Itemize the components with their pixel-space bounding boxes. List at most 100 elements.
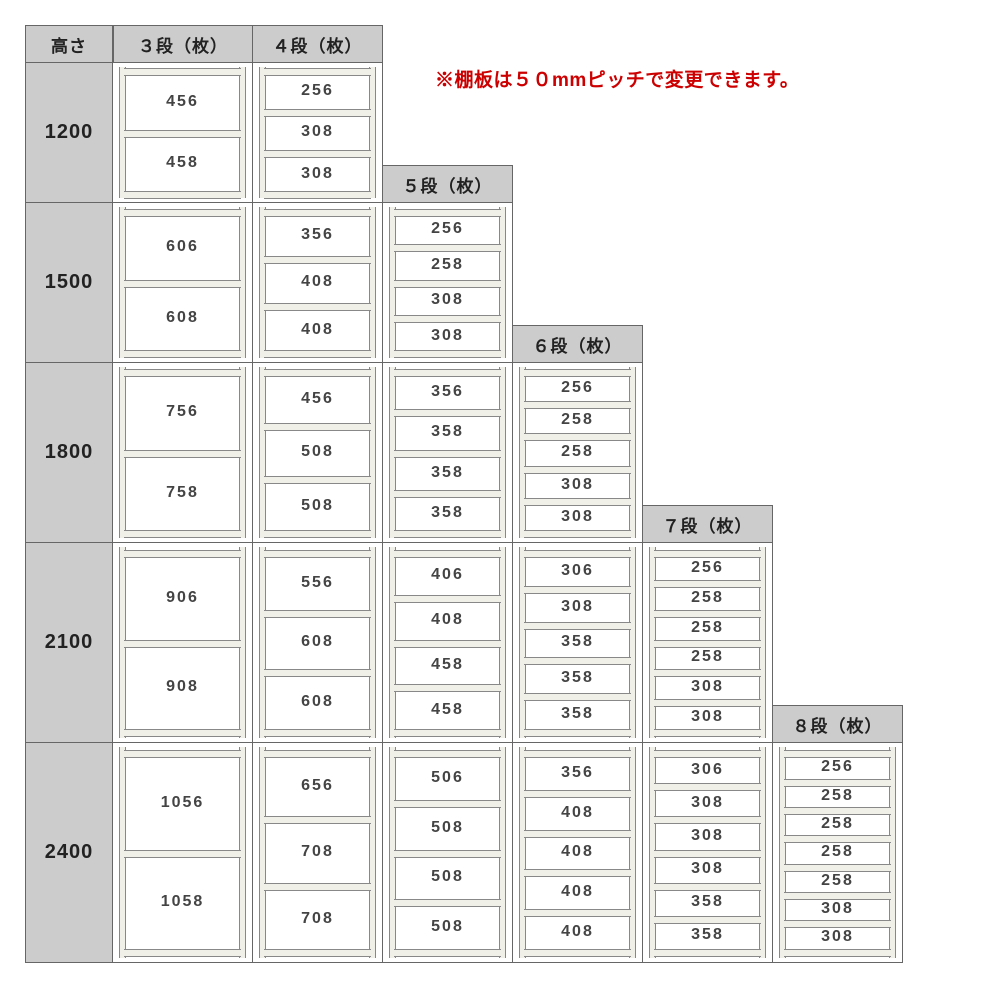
shelf-gap-value: 608 [264,613,371,673]
shelf-gap-value: 258 [784,867,891,895]
shelf-gap-value: 758 [124,453,241,533]
height-value: 2100 [25,543,113,743]
shelf-gap-value: 906 [124,553,241,643]
shelf-diagram: 406408458458 [389,547,506,738]
shelf-gap-value: 456 [264,372,371,426]
shelf-gap-value: 308 [394,318,501,353]
shelf-gap-value: 358 [524,696,631,732]
shelf-gap-value: 256 [654,553,761,583]
shelf-cell: 256258258258258308308 [773,743,903,963]
shelf-cell: 756758 [113,363,253,543]
shelf-gap-value: 258 [654,643,761,673]
shelf-cell: 656708708 [253,743,383,963]
shelf-gap-value: 708 [264,886,371,952]
shelf-diagram: 10561058 [119,747,246,958]
height-header: 高さ [25,25,113,63]
shelf-gap-value: 458 [124,133,241,195]
shelf-cell: 406408458458 [383,543,513,743]
shelf-gap-value: 556 [264,553,371,613]
shelf-gap-value: 256 [264,71,371,112]
shelf-gap-value: 356 [394,372,501,412]
shelf-gap-value: 256 [784,753,891,781]
shelf-gap-value: 508 [394,803,501,853]
shelf-gap-value: 358 [394,493,501,533]
shelf-gap-value: 308 [784,923,891,951]
shelf-gap-value: 408 [264,259,371,306]
shelf-cell: 256258258308308 [513,363,643,543]
shelf-diagram: 456458 [119,67,246,198]
height-value: 2400 [25,743,113,963]
shelf-gap-value: 356 [524,753,631,793]
shelf-gap-value: 456 [124,71,241,133]
shelf-gap-value: 358 [654,919,761,952]
shelf-gap-value: 308 [524,589,631,625]
shelf-cell: 356358358358 [383,363,513,543]
shelf-gap-value: 458 [394,643,501,688]
shelf-gap-value: 508 [394,853,501,903]
shelf-cell: 556608608 [253,543,383,743]
column-header: ７段（枚） [643,505,773,543]
height-value: 1200 [25,63,113,203]
shelf-gap-value: 358 [654,886,761,919]
shelf-gap-value: 258 [784,782,891,810]
shelf-cell: 356408408408408 [513,743,643,963]
pitch-note: ※棚板は５０mmピッチで変更できます。 [435,65,799,92]
shelf-cell: 306308308308358358 [643,743,773,963]
shelf-gap-value: 908 [124,643,241,733]
shelf-gap-value: 408 [394,598,501,643]
shelf-gap-value: 408 [264,306,371,353]
shelf-cell: 456508508 [253,363,383,543]
shelf-gap-value: 756 [124,372,241,452]
shelf-cell: 506508508508 [383,743,513,963]
shelf-diagram: 506508508508 [389,747,506,958]
shelf-gap-value: 408 [524,872,631,912]
shelf-diagram: 306308358358358 [519,547,636,738]
shelf-cell: 256258258258308308 [643,543,773,743]
shelf-gap-value: 408 [524,912,631,952]
shelf-diagram: 256258308308 [389,207,506,358]
shelf-gap-value: 256 [524,372,631,404]
shelf-gap-value: 408 [524,833,631,873]
shelf-gap-value: 308 [654,786,761,819]
shelf-cell: 356408408 [253,203,383,363]
shelf-diagram: 256308308 [259,67,376,198]
shelf-diagram: 356358358358 [389,367,506,538]
shelf-gap-value: 458 [394,687,501,732]
shelf-diagram: 906908 [119,547,246,738]
shelf-gap-value: 258 [524,404,631,436]
shelf-gap-value: 308 [654,819,761,852]
shelf-gap-value: 308 [784,895,891,923]
shelf-gap-value: 306 [524,553,631,589]
column-header: ６段（枚） [513,325,643,363]
shelf-gap-value: 258 [394,247,501,282]
shelf-diagram: 756758 [119,367,246,538]
shelf-gap-value: 308 [524,469,631,501]
shelf-gap-value: 308 [524,501,631,533]
shelf-cell: 306308358358358 [513,543,643,743]
shelf-cell: 10561058 [113,743,253,963]
shelf-gap-value: 508 [264,426,371,480]
shelf-diagram: 656708708 [259,747,376,958]
shelf-gap-value: 508 [394,902,501,952]
shelf-diagram: 256258258258258308308 [779,747,896,958]
shelf-gap-value: 356 [264,212,371,259]
shelf-gap-value: 258 [524,436,631,468]
shelf-gap-value: 606 [124,212,241,283]
shelf-gap-value: 258 [784,810,891,838]
shelf-gap-value: 258 [654,613,761,643]
shelf-gap-value: 508 [264,479,371,533]
shelf-gap-value: 506 [394,753,501,803]
shelf-cell: 256308308 [253,63,383,203]
shelf-diagram: 356408408 [259,207,376,358]
shelf-gap-value: 1058 [124,853,241,952]
shelf-cell: 606608 [113,203,253,363]
shelf-gap-value: 256 [394,212,501,247]
shelf-diagram: 606608 [119,207,246,358]
height-column: 高さ12001500180021002400 [25,25,113,963]
column-header: ５段（枚） [383,165,513,203]
shelf-cell: 256258308308 [383,203,513,363]
shelf-gap-value: 308 [394,283,501,318]
shelf-gap-value: 358 [394,453,501,493]
column-header: ４段（枚） [253,25,383,63]
shelf-gap-value: 358 [524,660,631,696]
